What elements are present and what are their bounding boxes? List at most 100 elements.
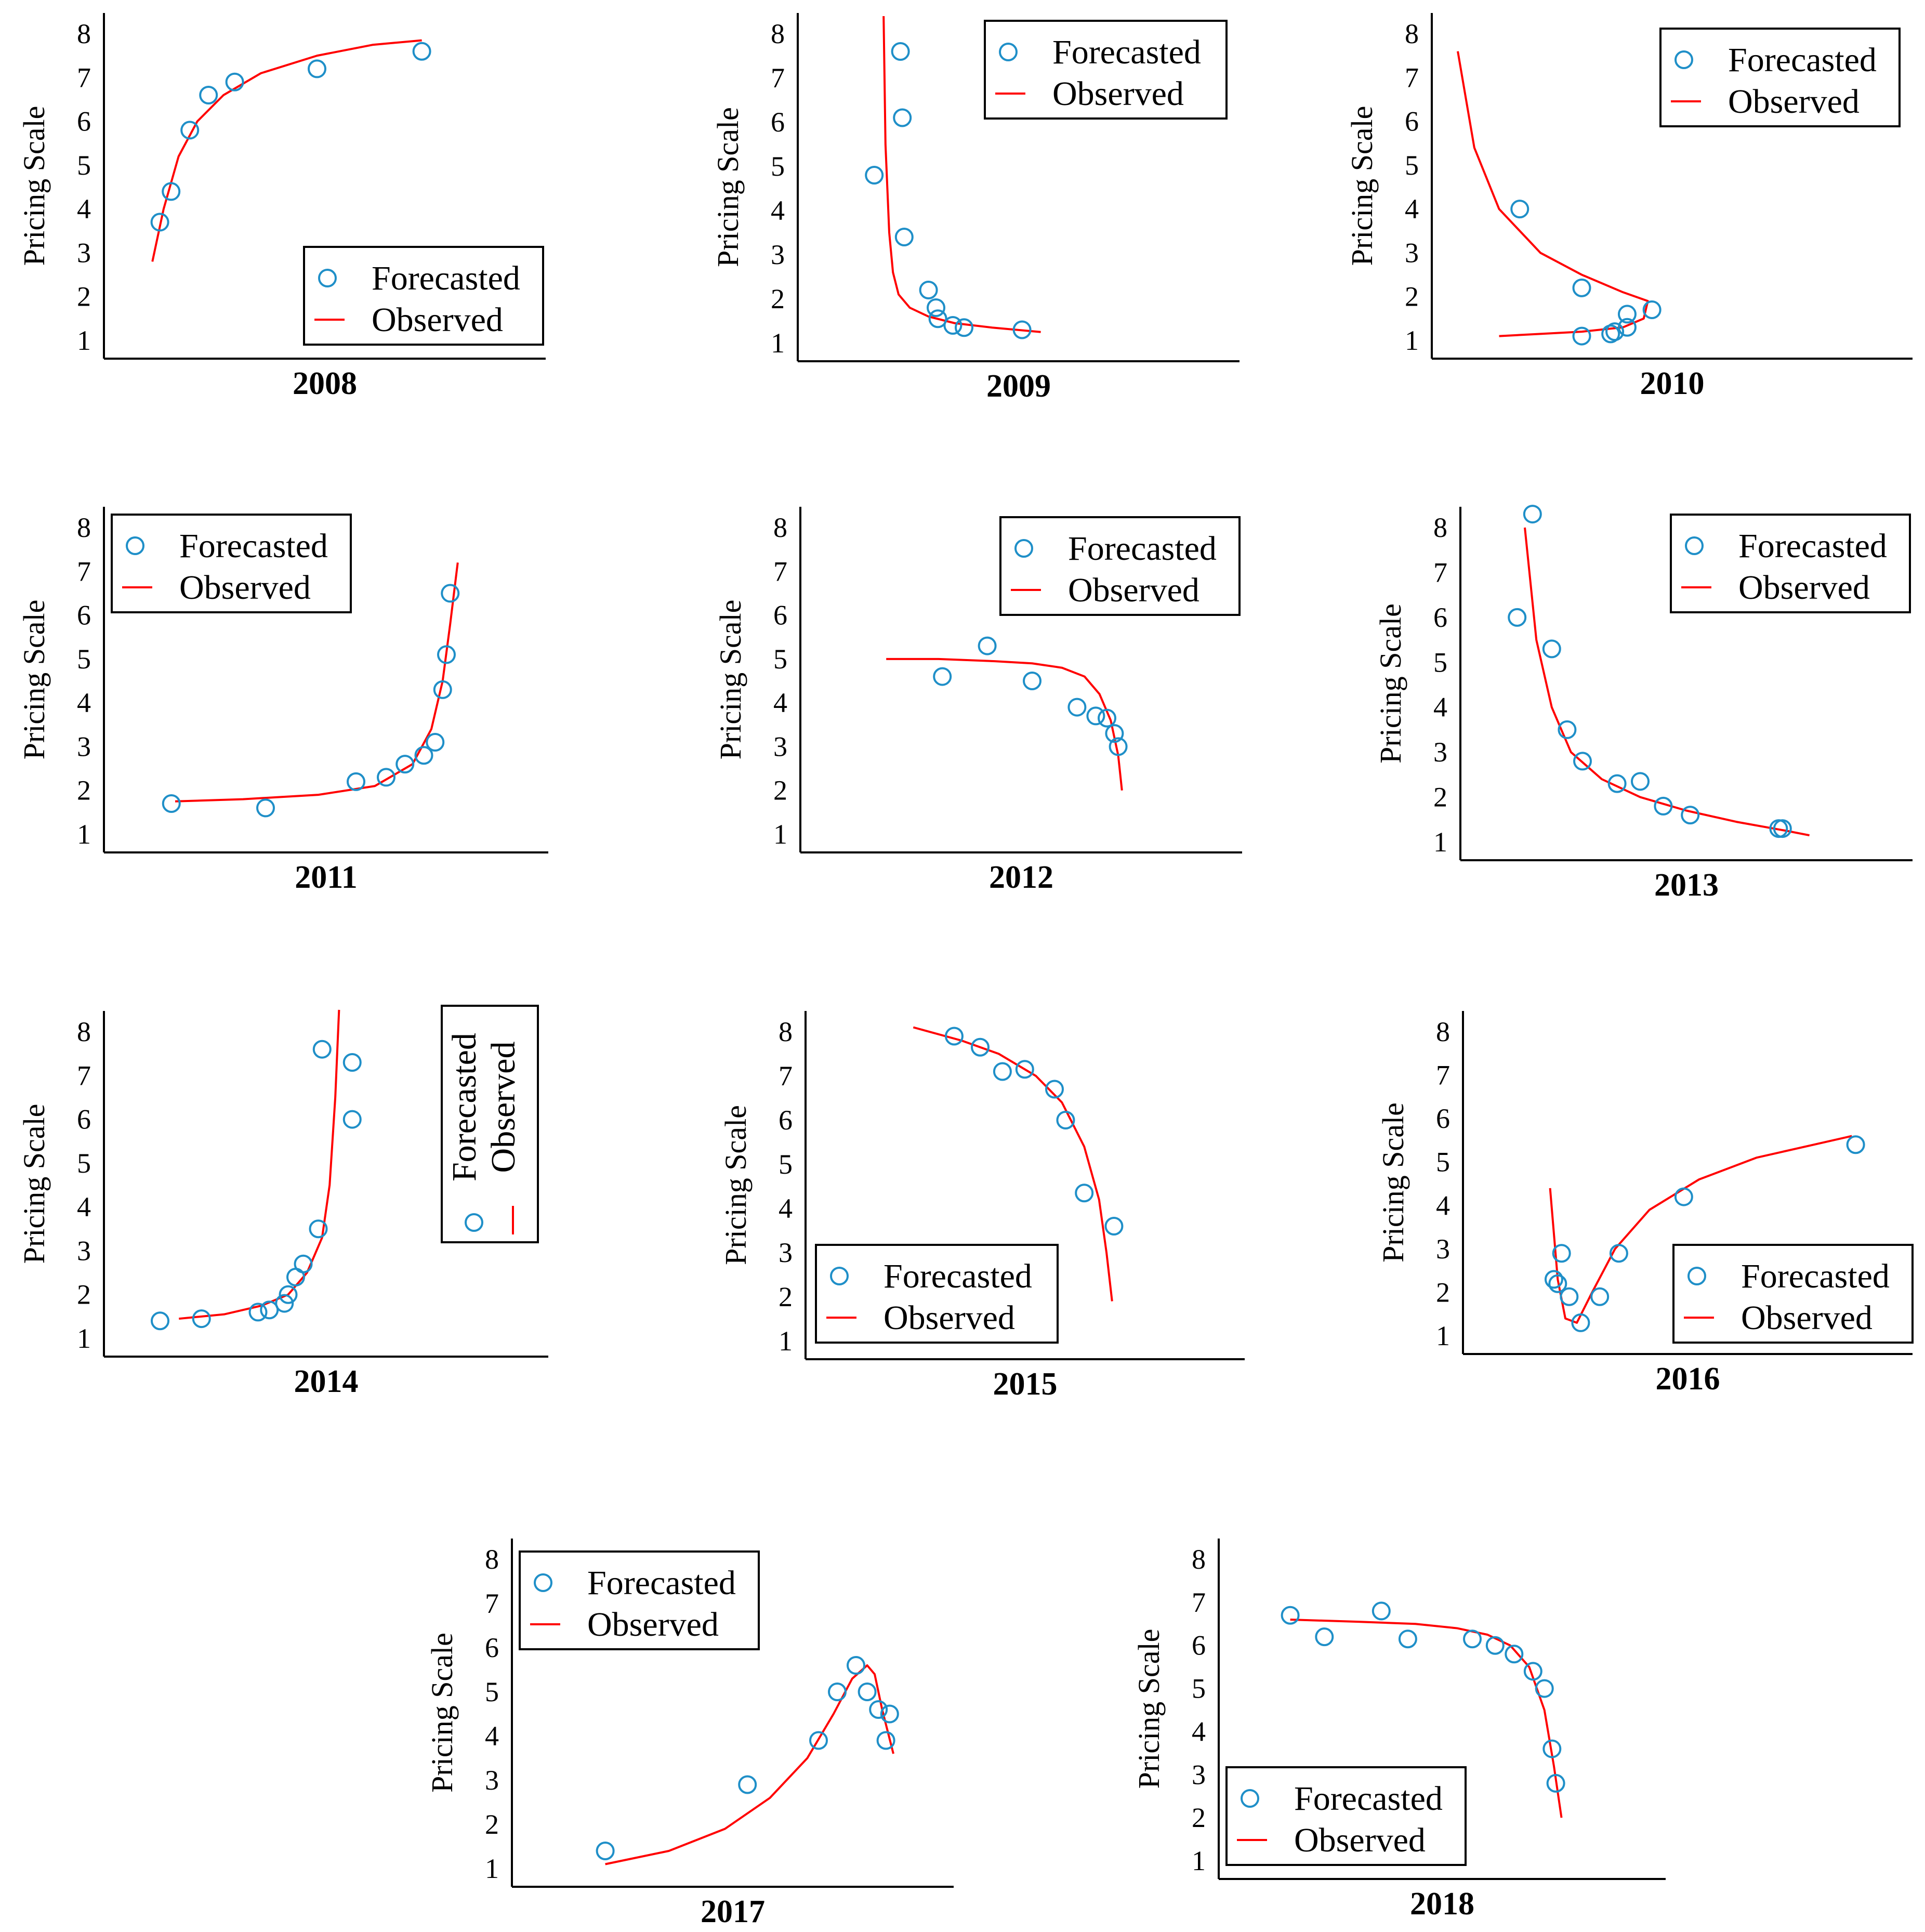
y-tick-label: 7 [77, 1060, 91, 1091]
legend-label-forecasted: Forecasted [587, 1564, 736, 1602]
legend-forecast-marker [126, 536, 144, 555]
forecast-point [1508, 608, 1527, 627]
y-axis-label: Pricing Scale [1374, 603, 1407, 764]
chart-panel-2018: 1 2 3 4 5 6 7 8 Pricing Scale 2018 ForecastedObser… [1132, 1539, 1666, 1922]
x-axis-label: 2016 [1656, 1361, 1720, 1397]
forecast-point [1573, 752, 1592, 771]
y-tick-label: 7 [1433, 557, 1447, 588]
legend-forecast-marker [1675, 50, 1693, 69]
legend-label-observed: Observed [1728, 83, 1860, 121]
legend-label-observed: Observed [587, 1606, 719, 1644]
legend-label-forecasted: Forecasted [372, 259, 520, 297]
forecast-point [927, 298, 945, 317]
forecast-point [162, 182, 181, 201]
forecast-point [1281, 1606, 1300, 1625]
x-axis-label: 2018 [1410, 1886, 1474, 1922]
legend-forecast-marker [534, 1573, 552, 1592]
y-tick-label: 3 [77, 237, 91, 268]
legend-label-forecasted: Forecasted [445, 1033, 483, 1181]
forecast-point [248, 1303, 268, 1322]
forecast-point [1105, 724, 1124, 743]
y-tick-label: 1 [77, 819, 91, 850]
legend-forecast-marker [465, 1213, 483, 1232]
y-tick-label: 4 [1405, 193, 1419, 225]
x-axis-label: 2008 [293, 366, 357, 401]
y-tick-label: 7 [77, 556, 91, 587]
legend-forecast-marker [1687, 1267, 1706, 1285]
legend-label-observed: Observed [1294, 1821, 1426, 1859]
forecast-point [1523, 505, 1542, 524]
y-tick-label: 8 [1405, 18, 1419, 49]
y-tick-label: 6 [779, 1105, 793, 1136]
chart-panel-2010: 1 2 3 4 5 6 7 8 Pricing Scale 2010 Forecasted Obser… [1345, 13, 1913, 401]
forecast-point [1544, 1270, 1563, 1289]
legend-label-observed: Observed [1741, 1299, 1873, 1337]
forecast-point [1773, 819, 1792, 838]
x-axis-label: 2010 [1640, 366, 1705, 401]
legend-forecast-marker [999, 43, 1018, 61]
chart-panel-2014: 1 2 3 4 5 6 7 8 Pricing Scale 2014 Forecasted Obser… [17, 1005, 548, 1399]
forecast-point [1674, 1187, 1693, 1206]
legend-box [1225, 1766, 1467, 1866]
y-tick-label: 1 [1436, 1320, 1450, 1351]
forecast-point [275, 1294, 294, 1313]
y-tick-label: 5 [1405, 150, 1419, 181]
forecast-point [894, 228, 914, 246]
forecast-point [828, 1683, 847, 1701]
y-tick-label: 1 [1405, 325, 1419, 356]
forecast-point [1535, 1679, 1554, 1698]
y-tick-label: 4 [771, 195, 785, 226]
y-tick-label: 4 [77, 687, 91, 718]
legend-label-observed: Observed [179, 569, 311, 607]
forecast-point [433, 680, 452, 699]
forecast-point [395, 755, 415, 774]
y-tick-label: 5 [1433, 647, 1447, 678]
legend-label-forecasted: Forecasted [1738, 527, 1887, 565]
y-axis-label: Pricing Scale [17, 106, 51, 266]
y-tick-label: 4 [77, 193, 91, 225]
y-tick-label: 6 [485, 1632, 499, 1663]
y-tick-label: 1 [1192, 1845, 1206, 1876]
forecast-point [978, 636, 997, 655]
y-tick-label: 3 [77, 1235, 91, 1266]
legend-label-forecasted: Forecasted [1741, 1257, 1890, 1295]
y-axis-label: Pricing Scale [1345, 106, 1379, 266]
observed-series-line [1457, 51, 1649, 337]
forecast-point [971, 1037, 990, 1057]
y-tick-label: 6 [1433, 602, 1447, 633]
forecast-point [1617, 305, 1637, 324]
forecast-point [933, 667, 952, 686]
y-tick-label: 4 [779, 1193, 793, 1224]
forecast-point [1546, 1773, 1565, 1793]
observed-series-line [151, 39, 422, 262]
y-tick-label: 5 [485, 1676, 499, 1707]
legend-forecast-marker [1014, 539, 1033, 558]
y-tick-label: 7 [1192, 1587, 1206, 1618]
forecast-point [1571, 1313, 1590, 1332]
y-tick-label: 7 [1436, 1060, 1450, 1091]
forecast-point [1086, 706, 1105, 726]
legend-label-observed: Observed [1738, 569, 1870, 607]
observed-series-line [605, 1664, 894, 1865]
y-tick-label: 1 [77, 1323, 91, 1354]
y-tick-label: 6 [77, 106, 91, 137]
forecast-point [1109, 737, 1128, 756]
observed-series-line [179, 1009, 340, 1320]
y-tick-label: 6 [77, 600, 91, 631]
y-axis-label: Pricing Scale [711, 107, 745, 267]
y-axis-label: Pricing Scale [1376, 1102, 1410, 1263]
y-tick-label: 8 [485, 1544, 499, 1575]
forecast-point [1023, 672, 1041, 690]
forecast-point [809, 1731, 828, 1750]
y-tick-label: 5 [77, 643, 91, 675]
forecast-point [993, 1062, 1012, 1081]
y-tick-label: 3 [1405, 237, 1419, 268]
y-tick-label: 7 [771, 62, 785, 94]
forecast-point [347, 772, 365, 791]
chart-panel-2013: 1 2 3 4 5 6 7 8 Pricing Scale 2013 Forecasted Obser… [1374, 505, 1913, 903]
forecast-point [1372, 1601, 1391, 1621]
y-tick-label: 7 [485, 1588, 499, 1619]
observed-series-line [1549, 1135, 1852, 1324]
x-axis-label: 2017 [701, 1894, 765, 1929]
forecast-point [1315, 1627, 1334, 1647]
